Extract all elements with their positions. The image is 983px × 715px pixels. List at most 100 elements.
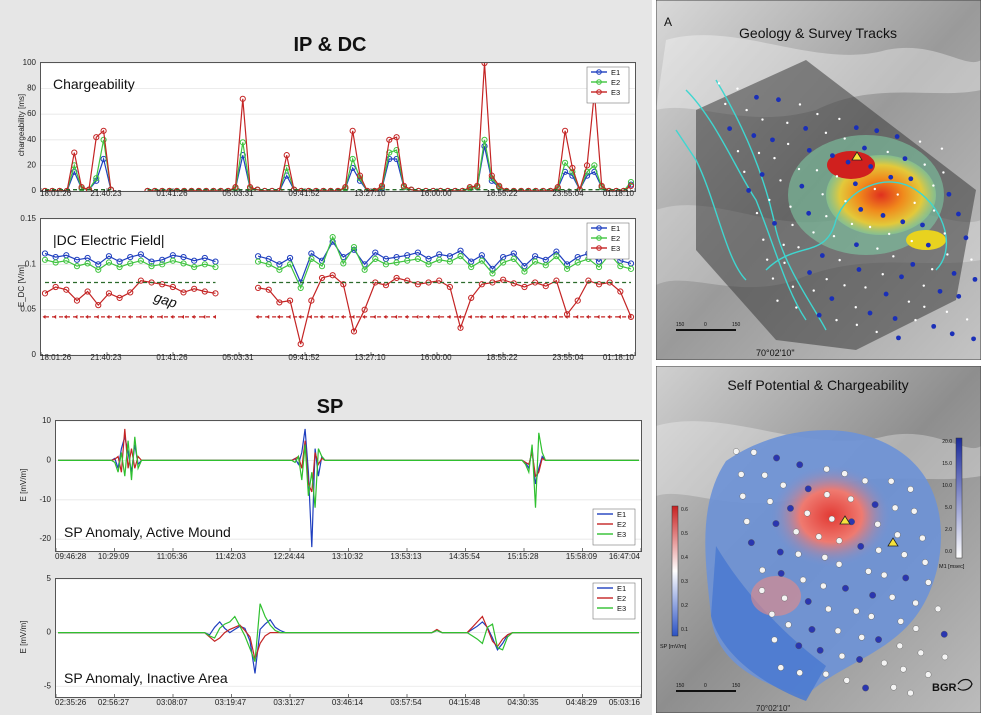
legend-entry: E1	[617, 584, 626, 593]
survey-tracks	[675, 79, 948, 331]
station-dot	[812, 231, 815, 234]
station-dot	[845, 159, 851, 165]
anomaly-annotation: SP Anomaly, Inactive Area	[64, 670, 228, 686]
x-tick-label: 02:35:26	[55, 698, 87, 707]
station-dot	[892, 255, 895, 258]
y-tick-label: 20	[27, 160, 36, 169]
legend-marker	[596, 245, 602, 251]
legend-marker	[596, 235, 602, 241]
station-dot	[902, 574, 910, 582]
gap-annotation: gap	[152, 289, 179, 312]
station-dot	[772, 220, 777, 226]
station-dot	[835, 561, 843, 568]
station-dot	[773, 454, 780, 462]
data-point	[478, 281, 485, 288]
y-tick-label: 40	[27, 135, 36, 144]
station-dot	[925, 579, 932, 586]
data-point	[356, 172, 364, 179]
y-tick-label: 80	[27, 84, 36, 93]
station-dot	[910, 261, 916, 267]
station-dot	[887, 232, 891, 236]
data-point	[95, 314, 99, 319]
legend-marker	[596, 225, 602, 231]
data-point	[349, 155, 356, 163]
data-point	[265, 261, 272, 268]
station-dot	[856, 267, 862, 272]
station-dot	[791, 285, 795, 288]
data-point	[148, 279, 155, 286]
data-point	[561, 127, 569, 134]
station-dot	[766, 498, 774, 505]
station-dot	[853, 125, 859, 131]
data-point	[239, 139, 246, 146]
sediment-unit	[906, 230, 946, 250]
station-dot	[781, 594, 788, 602]
station-dot	[724, 102, 727, 106]
legend-marker	[596, 79, 602, 85]
data-point	[53, 314, 57, 319]
station-dot	[972, 276, 978, 282]
y-tick-label: 0.05	[20, 305, 36, 314]
data-point	[404, 277, 411, 284]
sp-active-panel: SP Anomaly, Active Mound E1 E2 E3	[55, 420, 642, 552]
data-point	[510, 280, 517, 287]
data-point	[127, 253, 134, 261]
station-dot	[896, 193, 899, 196]
data-point	[627, 265, 635, 272]
series-line	[58, 603, 639, 662]
station-dot	[806, 210, 812, 216]
data-point	[489, 265, 496, 272]
data-point	[553, 314, 557, 319]
station-dot	[940, 147, 944, 150]
data-point	[93, 175, 100, 182]
station-dot	[855, 323, 859, 327]
station-dot	[804, 598, 812, 605]
data-point	[362, 314, 366, 319]
station-dot	[768, 198, 771, 202]
station-dot	[776, 299, 779, 302]
data-point	[574, 297, 581, 304]
station-dot	[743, 170, 746, 174]
station-dot	[865, 568, 872, 575]
station-dot	[868, 225, 872, 229]
data-point	[414, 249, 422, 256]
station-dot	[868, 164, 874, 169]
data-point	[511, 314, 515, 319]
data-point	[254, 284, 262, 292]
x-tick-label: 03:46:14	[332, 698, 364, 707]
data-point	[394, 314, 398, 319]
chargeability-panel: Chargeability E1 E2 E3	[40, 59, 636, 195]
station-dot	[789, 205, 792, 208]
data-point	[159, 261, 166, 268]
data-point	[478, 257, 485, 264]
data-point	[41, 256, 49, 263]
station-dot	[759, 172, 765, 177]
data-point	[71, 149, 78, 156]
legend-entry: E1	[611, 68, 620, 77]
station-dot	[888, 478, 895, 485]
series-line	[44, 280, 216, 307]
sp-colorbar-tick: 0.2	[681, 603, 688, 609]
station-dot	[783, 261, 786, 265]
station-dot	[886, 150, 889, 154]
data-point	[569, 164, 576, 172]
station-dot	[776, 97, 781, 103]
data-point	[329, 238, 336, 245]
data-point	[617, 288, 624, 295]
station-dot	[835, 175, 839, 178]
x-tick-label: 03:08:07	[156, 698, 188, 707]
data-point	[95, 266, 102, 273]
data-point	[191, 257, 198, 264]
station-dot	[842, 584, 849, 592]
station-dot	[894, 531, 901, 539]
station-dot	[868, 613, 875, 620]
data-point	[106, 314, 110, 319]
station-dot	[918, 140, 922, 143]
station-dot	[956, 293, 962, 299]
data-point	[606, 279, 613, 286]
x-tick-label: 09:46:28	[55, 552, 87, 561]
station-dot	[782, 243, 785, 247]
station-dot	[803, 126, 809, 131]
station-dot	[853, 607, 860, 615]
legend-entry: E3	[617, 530, 626, 539]
